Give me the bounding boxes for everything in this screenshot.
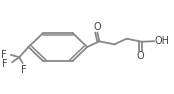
Text: F: F bbox=[2, 59, 8, 69]
Text: O: O bbox=[94, 22, 102, 32]
Text: O: O bbox=[136, 51, 144, 61]
Text: OH: OH bbox=[155, 36, 170, 46]
Text: F: F bbox=[1, 50, 7, 60]
Text: F: F bbox=[21, 65, 26, 75]
